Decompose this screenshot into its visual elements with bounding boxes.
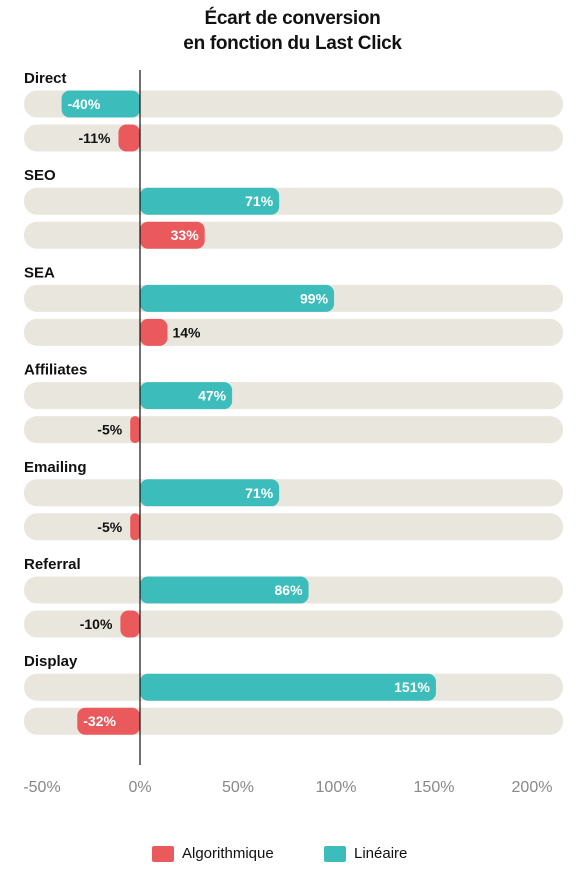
data-label-direct-algorithmique: -11% bbox=[79, 130, 111, 146]
x-tick-label: 150% bbox=[414, 779, 455, 796]
bar-display-lineaire bbox=[140, 673, 436, 701]
x-tick-label: -50% bbox=[23, 779, 60, 796]
category-label-sea: SEA bbox=[24, 264, 55, 281]
bar-referral-lineaire bbox=[140, 576, 309, 604]
category-label-seo: SEO bbox=[24, 167, 56, 184]
data-label-affiliates-algorithmique: -5% bbox=[97, 422, 122, 438]
data-label-seo-lineaire: 71% bbox=[245, 193, 274, 209]
x-tick-label: 0% bbox=[128, 779, 151, 796]
data-label-sea-lineaire: 99% bbox=[300, 290, 329, 306]
x-tick-label: 100% bbox=[316, 779, 357, 796]
bar-seo-lineaire bbox=[140, 187, 280, 215]
bar-track-affiliates-algorithmique bbox=[24, 416, 563, 444]
data-label-direct-lineaire: -40% bbox=[68, 96, 101, 112]
bar-track-direct-lineaire bbox=[24, 90, 563, 118]
x-tick-label: 200% bbox=[512, 779, 553, 796]
bar-affiliates-lineaire bbox=[140, 382, 233, 410]
data-label-referral-lineaire: 86% bbox=[275, 582, 304, 598]
data-label-sea-algorithmique: 14% bbox=[172, 324, 201, 340]
bar-sea-algorithmique bbox=[140, 318, 168, 346]
bar-referral-algorithmique bbox=[120, 610, 140, 638]
bar-track-direct-algorithmique bbox=[24, 124, 563, 152]
category-label-direct: Direct bbox=[24, 70, 67, 87]
data-label-affiliates-lineaire: 47% bbox=[198, 388, 227, 404]
bar-track-seo-algorithmique bbox=[24, 221, 563, 249]
bar-track-seo-lineaire bbox=[24, 187, 563, 215]
legend-swatch-algorithmique bbox=[152, 846, 174, 862]
data-label-display-algorithmique: -32% bbox=[83, 713, 116, 729]
bar-seo-algorithmique bbox=[140, 221, 205, 249]
data-label-display-lineaire: 151% bbox=[394, 679, 430, 695]
bar-track-referral-algorithmique bbox=[24, 610, 563, 638]
bar-track-affiliates-lineaire bbox=[24, 382, 563, 410]
bar-track-emailing-lineaire bbox=[24, 479, 563, 507]
chart-title: Écart de conversion bbox=[204, 8, 381, 29]
x-tick-label: 50% bbox=[222, 779, 254, 796]
bar-track-sea-algorithmique bbox=[24, 318, 563, 346]
bar-track-emailing-algorithmique bbox=[24, 513, 563, 541]
bar-display-algorithmique bbox=[77, 707, 140, 735]
data-label-emailing-algorithmique: -5% bbox=[97, 519, 122, 535]
bar-affiliates-algorithmique bbox=[130, 416, 140, 444]
bar-emailing-algorithmique bbox=[130, 513, 140, 541]
data-label-seo-algorithmique: 33% bbox=[171, 227, 200, 243]
bar-direct-algorithmique bbox=[118, 124, 140, 152]
data-label-emailing-lineaire: 71% bbox=[245, 485, 274, 501]
bar-sea-lineaire bbox=[140, 284, 335, 312]
legend-label-lineaire: Linéaire bbox=[354, 845, 408, 862]
category-label-affiliates: Affiliates bbox=[24, 362, 87, 379]
chart-subtitle: en fonction du Last Click bbox=[183, 33, 402, 54]
category-label-display: Display bbox=[24, 653, 78, 670]
bar-direct-lineaire bbox=[61, 90, 140, 118]
category-label-emailing: Emailing bbox=[24, 459, 87, 476]
bar-track-display-algorithmique bbox=[24, 707, 563, 735]
legend-label-algorithmique: Algorithmique bbox=[182, 845, 274, 862]
legend-swatch-lineaire bbox=[324, 846, 346, 862]
category-label-referral: Referral bbox=[24, 556, 81, 573]
bar-emailing-lineaire bbox=[140, 479, 280, 507]
data-label-referral-algorithmique: -10% bbox=[80, 616, 113, 632]
